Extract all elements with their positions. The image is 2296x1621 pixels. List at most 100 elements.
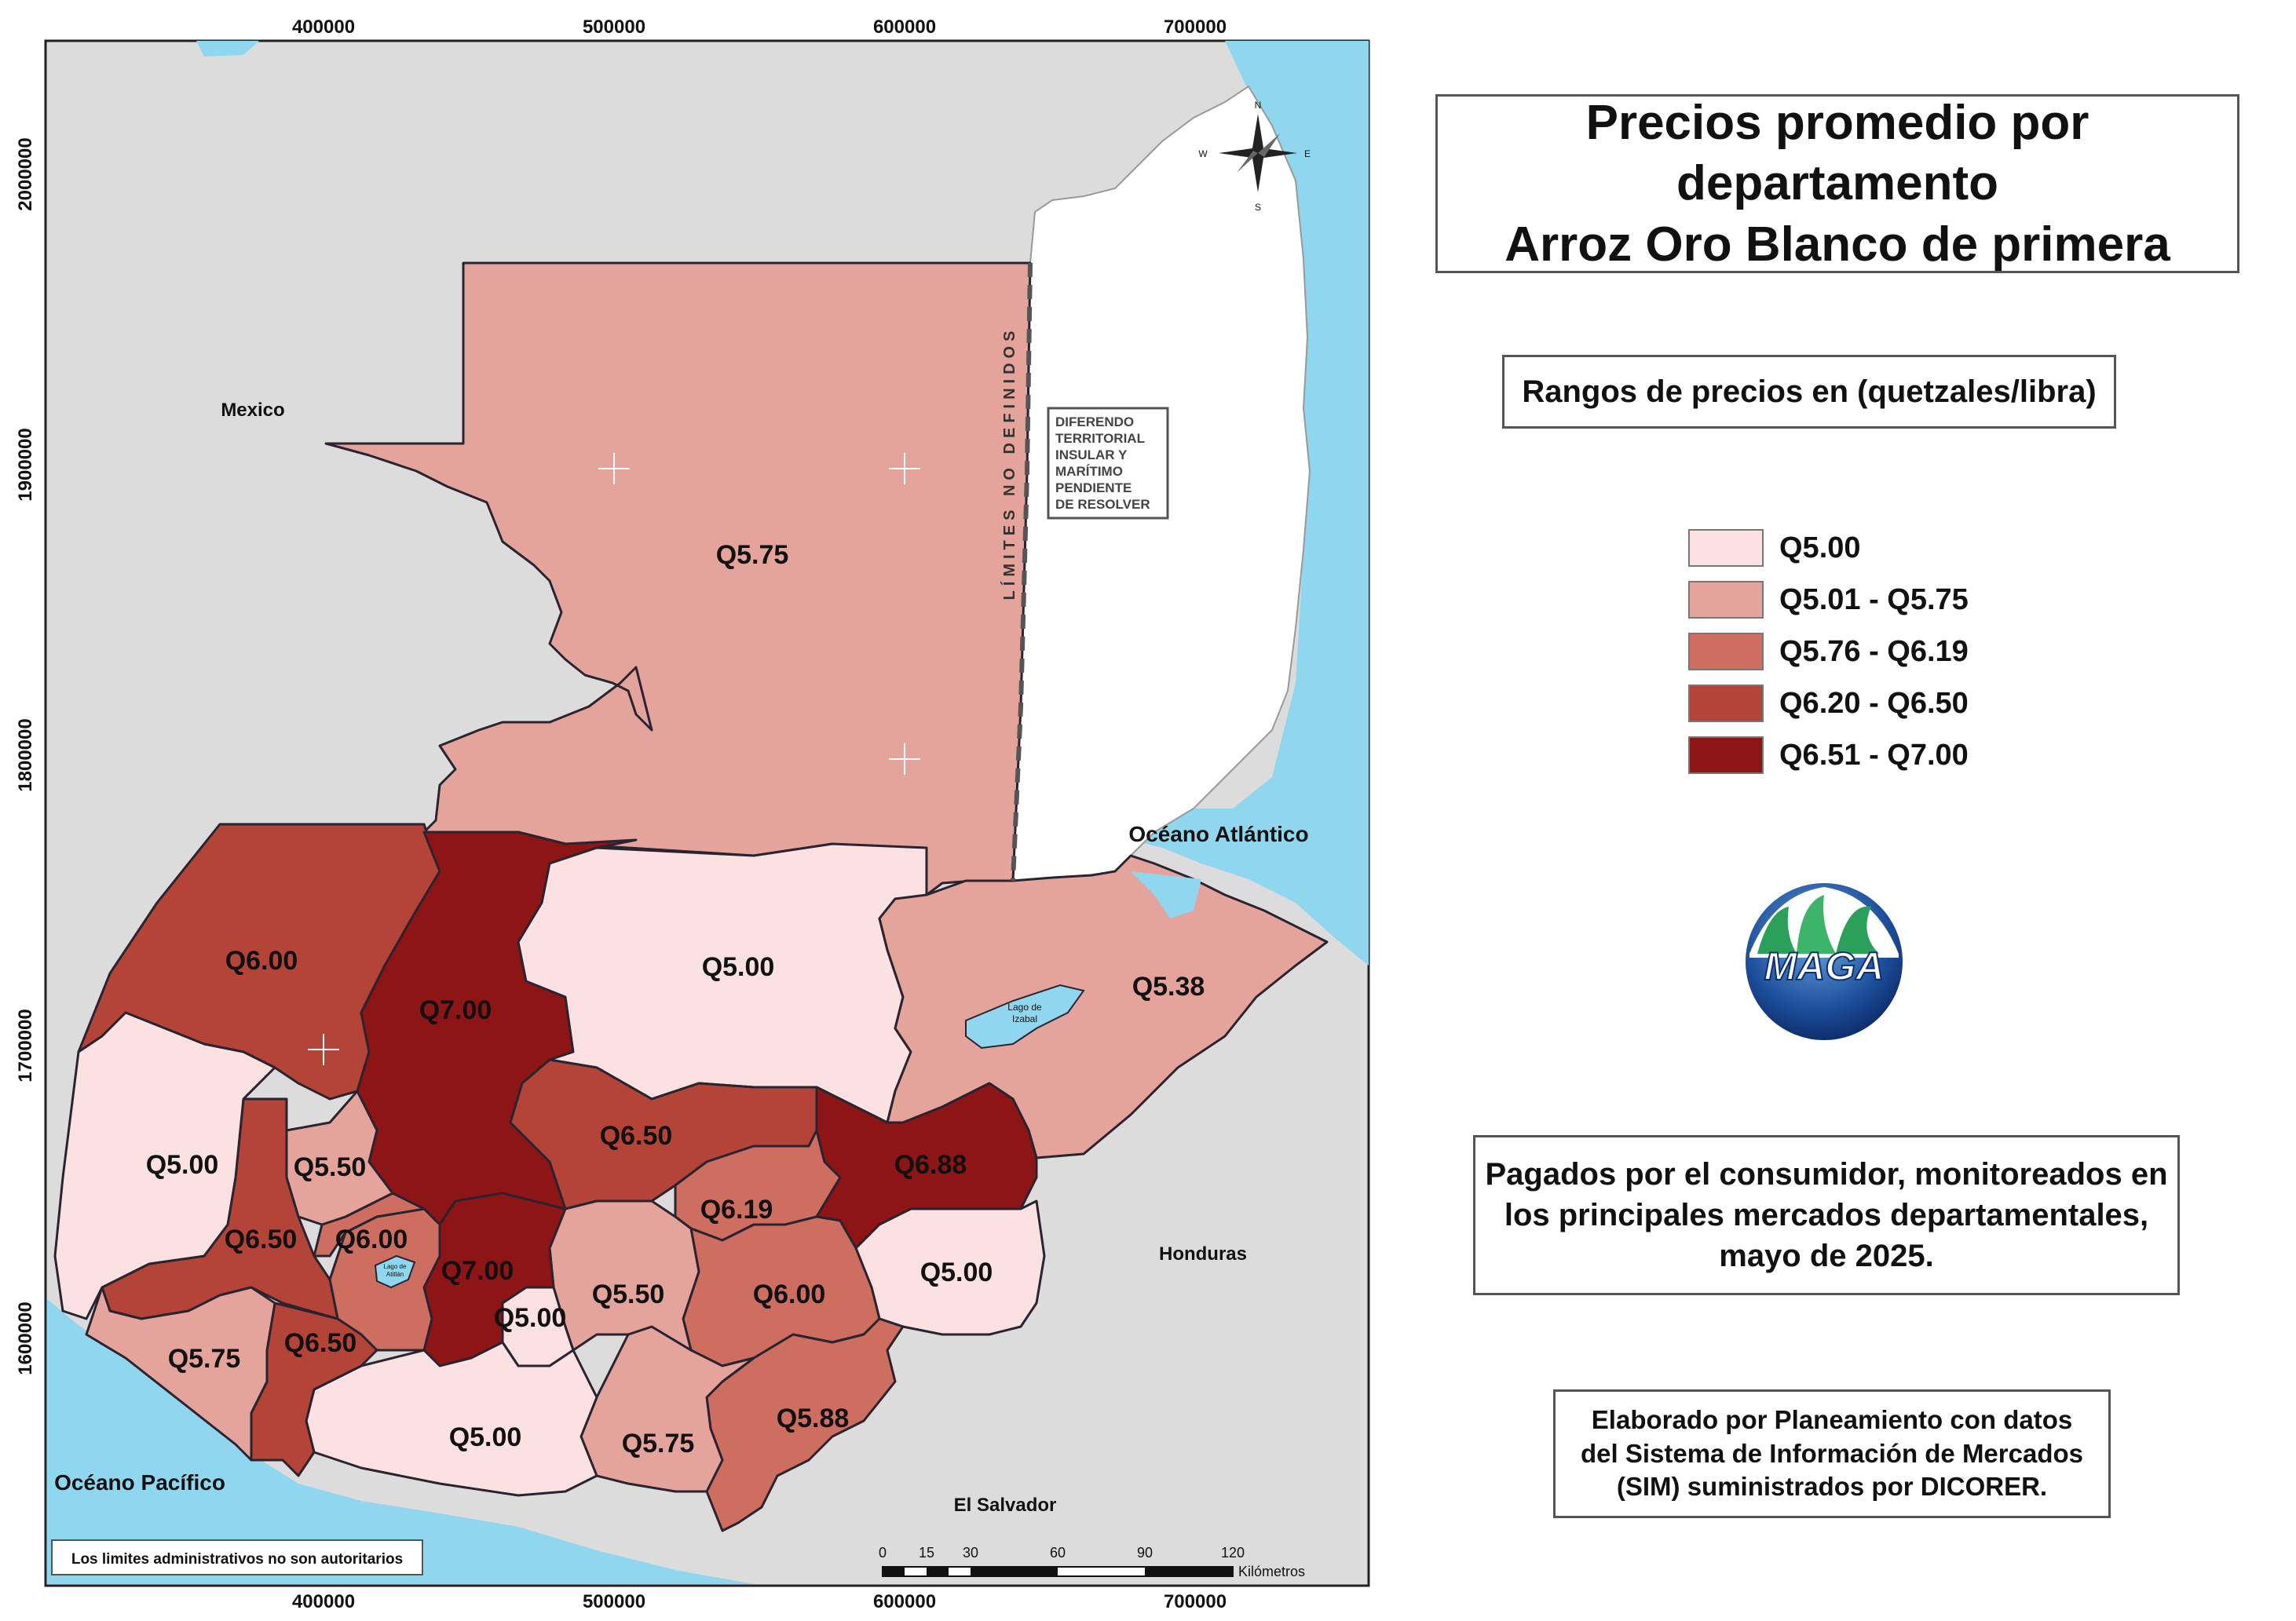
y-tick-left: 1700000 (15, 1009, 36, 1082)
y-tick-right: 1900000 (1379, 428, 1382, 501)
price-alta-verapaz: Q5.00 (702, 952, 775, 982)
belize-boundary (1011, 262, 1033, 882)
legend-label: Q6.51 - Q7.00 (1779, 738, 1969, 772)
disclaimer-text: Los limites administrativos no son autor… (71, 1551, 403, 1568)
description-line: Pagados por el consumidor, monitoreados … (1485, 1157, 2168, 1192)
label-oceano-pacifico: Océano Pacífico (54, 1470, 225, 1495)
diferendo-line: MARÍTIMO (1055, 464, 1123, 479)
price-map: 400000 500000 600000 700000 400000 50000… (15, 16, 1382, 1612)
description-line: los principales mercados departamentales… (1504, 1198, 2149, 1232)
price-huehuetenango: Q6.00 (225, 946, 298, 976)
label-honduras: Honduras (1159, 1243, 1247, 1265)
label-limites-no-definidos: LÍMITES NO DEFINIDOS (1000, 327, 1018, 601)
legend-label: Q5.76 - Q6.19 (1779, 634, 1969, 668)
x-tick-top: 400000 (292, 16, 355, 38)
lago-izabal (965, 984, 1085, 1050)
scale-tick: 90 (1137, 1545, 1153, 1561)
price-chimaltenango: Q7.00 (441, 1256, 514, 1286)
price-guatemala: Q5.50 (592, 1280, 665, 1309)
y-tick-right: 1600000 (1379, 1302, 1382, 1375)
diferendo-line: INSULAR Y (1055, 447, 1128, 462)
x-tick-top: 700000 (1164, 16, 1227, 38)
label-mexico: Mexico (221, 400, 284, 421)
credit-line: (SIM) suministrados por DICORER. (1616, 1472, 2048, 1502)
scale-tick: 15 (919, 1545, 934, 1561)
logo-text: MAGA (1764, 944, 1885, 988)
legend-label: Q5.01 - Q5.75 (1779, 582, 1969, 616)
range-heading: Rangos de precios en (quetzales/libra) (1522, 374, 2097, 409)
legend-swatch (1688, 529, 1764, 567)
bahia-amatique (1131, 871, 1201, 918)
legend-swatch (1688, 685, 1764, 722)
price-jutiapa: Q5.88 (777, 1404, 850, 1433)
x-tick-bottom: 400000 (292, 1591, 355, 1612)
y-tick-right: 1700000 (1379, 1009, 1382, 1082)
dept-escuintla (305, 1341, 598, 1497)
legend-item: Q5.00 (1688, 522, 1969, 574)
lago-atitlan (374, 1254, 416, 1289)
departments (53, 261, 1329, 1532)
description-box: Pagados por el consumidor, monitoreados … (1473, 1135, 2180, 1295)
diferendo-line: TERRITORIAL (1055, 431, 1145, 446)
dept-guatemala (548, 1199, 700, 1352)
x-tick-bottom: 600000 (873, 1591, 936, 1612)
y-tick-left: 2000000 (15, 137, 36, 210)
title-box: Precios promedio por departamento Arroz … (1435, 94, 2239, 273)
label-lago-izabal: Lago de (1007, 1002, 1042, 1013)
range-heading-box: Rangos de precios en (quetzales/libra) (1502, 355, 2116, 429)
label-lago-atitlan: Lago de (384, 1263, 407, 1270)
scale-tick: 120 (1221, 1545, 1245, 1561)
label-el-salvador: El Salvador (954, 1495, 1057, 1516)
price-el-progreso: Q6.19 (700, 1195, 773, 1225)
price-quetzaltenango: Q6.50 (225, 1225, 298, 1254)
scale-bar: 0 15 30 60 90 120 Kilómetros (879, 1545, 1305, 1579)
dept-izabal (878, 854, 1329, 1159)
disclaimer-box: Los limites administrativos no son autor… (51, 1539, 423, 1575)
pacific-ocean (47, 1299, 785, 1584)
price-santa-rosa: Q5.75 (622, 1429, 695, 1459)
x-tick-top: 500000 (583, 16, 645, 38)
price-retalhuleu: Q5.75 (168, 1344, 241, 1374)
y-tick-right: 2000000 (1379, 137, 1382, 210)
label-oceano-atlantico: Océano Atlántico (1128, 822, 1308, 846)
price-quiche: Q7.00 (419, 995, 492, 1025)
title-line-2: Arroz Oro Blanco de primera (1504, 217, 2170, 272)
price-zacapa: Q6.88 (894, 1150, 967, 1180)
price-sacatepequez: Q5.00 (494, 1303, 567, 1333)
price-chiquimula: Q5.00 (920, 1258, 993, 1287)
compass-n: N (1255, 100, 1262, 111)
x-tick-bottom: 500000 (583, 1591, 645, 1612)
price-san-marcos: Q5.00 (146, 1150, 219, 1180)
credit-line: del Sistema de Información de Mercados (1580, 1438, 2084, 1468)
legend-item: Q6.20 - Q6.50 (1688, 677, 1969, 729)
y-tick-right: 1800000 (1379, 718, 1382, 791)
legend-item: Q5.01 - Q5.75 (1688, 574, 1969, 626)
diferendo-line: DE RESOLVER (1055, 497, 1150, 512)
scale-tick: 0 (879, 1545, 887, 1561)
y-tick-left: 1900000 (15, 428, 36, 501)
compass-icon: N S E W (1198, 100, 1311, 213)
description-line: mayo de 2025. (1719, 1239, 1934, 1273)
dept-retalhuleu (85, 1286, 276, 1462)
scale-tick: 60 (1050, 1545, 1066, 1561)
credit-line: Elaborado por Planeamiento con datos (1591, 1404, 2073, 1434)
legend-label: Q6.20 - Q6.50 (1779, 686, 1969, 720)
price-quetzaltenango-n: Q5.50 (294, 1152, 367, 1182)
y-tick-left: 1800000 (15, 718, 36, 791)
y-tick-left: 1600000 (15, 1302, 36, 1375)
price-peten: Q5.75 (716, 540, 789, 570)
gulf-top (196, 41, 259, 57)
graticule (308, 159, 1211, 1065)
diferendo-line: PENDIENTE (1055, 480, 1132, 495)
price-suchitepequez: Q6.50 (284, 1328, 357, 1358)
price-jalapa: Q6.00 (753, 1280, 826, 1309)
scale-tick: 30 (963, 1545, 978, 1561)
price-izabal: Q5.38 (1132, 972, 1205, 1002)
x-tick-top: 600000 (873, 16, 936, 38)
diferendo-box: DIFERENDO TERRITORIAL INSULAR Y MARÍTIMO… (1047, 407, 1169, 520)
price-escuintla: Q5.00 (449, 1422, 522, 1452)
compass-w: W (1198, 148, 1208, 159)
compass-e: E (1304, 148, 1311, 159)
maga-logo: MAGA (1746, 883, 1903, 1040)
legend-swatch (1688, 633, 1764, 670)
